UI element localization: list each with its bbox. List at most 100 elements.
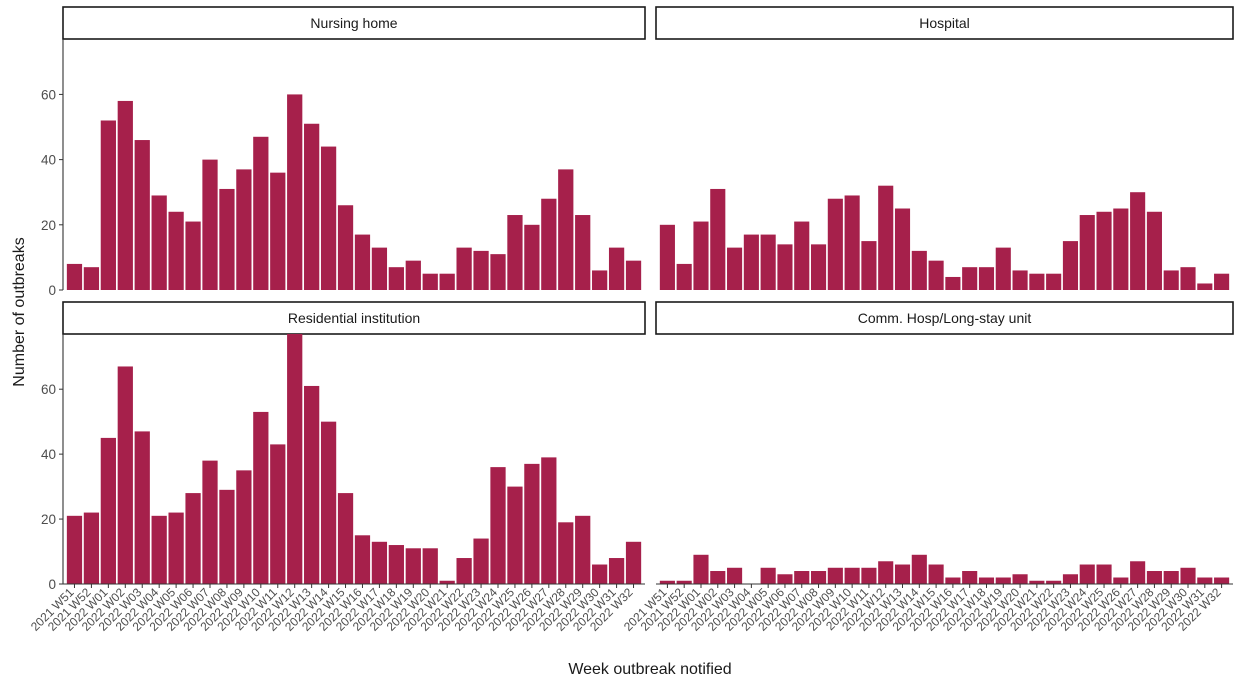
bar-2022-w07 [794,221,810,290]
strip-label-comm-hosp-long-stay-unit: Comm. Hosp/Long-stay unit [858,310,1032,326]
x-axis-title: Week outbreak notified [568,661,731,678]
bar-2022-w30 [1180,567,1196,584]
bar-2022-w20 [422,273,438,290]
bar-2022-w24 [1079,215,1095,290]
strip-nursing-home [62,6,646,40]
bar-2022-w13 [304,385,320,584]
bar-2022-w30 [1180,267,1196,290]
bar-2022-w13 [894,564,911,584]
bar-2022-w27 [1130,561,1146,584]
strip-comm-hosp-long-stay-unit [655,301,1234,335]
bar-2022-w08 [810,571,827,584]
bar-2022-w17 [371,541,388,584]
bar-2022-w20 [1012,270,1028,290]
bar-2022-w07 [794,571,810,584]
bar-2021-w51 [66,515,83,584]
bar-2022-w23 [1062,574,1079,584]
bar-2022-w29 [575,215,591,290]
bar-2022-w15 [337,493,354,584]
bar-2022-w14 [320,421,337,584]
bar-2022-w03 [727,247,743,290]
bar-2022-w27 [541,457,557,584]
bar-2022-w18 [978,267,995,290]
bar-2022-w15 [928,260,944,290]
bar-2022-w05 [168,211,184,290]
bar-2022-w04 [743,234,759,290]
bar-2022-w32 [625,260,642,290]
bar-2022-w12 [878,185,894,290]
panel-comm-hosp-long-stay-unit: Comm. Hosp/Long-stay unit [655,301,1234,584]
bar-2022-w14 [320,146,337,290]
bar-2022-w15 [928,564,944,584]
bar-2022-w10 [253,136,269,290]
bar-2022-w19 [995,577,1011,584]
bar-2022-w28 [558,169,574,290]
bar-2022-w02 [710,188,726,290]
bar-2022-w19 [995,247,1011,290]
bar-2022-w31 [608,558,625,584]
bar-2022-w30 [592,270,608,290]
bar-2022-w06 [185,493,201,584]
bar-2022-w32 [1214,577,1230,584]
bar-2022-w26 [524,224,540,290]
bar-2022-w25 [507,215,523,290]
bar-2022-w09 [236,169,252,290]
bar-2022-w03 [727,567,743,584]
bar-2022-w24 [490,254,506,290]
bar-2022-w27 [1130,192,1146,290]
y-tick-label: 0 [48,283,56,298]
bar-2021-w52 [676,580,692,584]
bar-2022-w12 [287,334,303,584]
bar-2022-w02 [117,366,133,584]
bar-2022-w01 [693,554,709,584]
bar-2022-w23 [1062,241,1079,290]
bar-2022-w29 [1163,270,1179,290]
bar-2022-w05 [760,234,776,290]
y-tick-label: 0 [48,577,56,592]
bars-comm-hosp-long-stay-unit [659,554,1230,584]
bar-2022-w25 [507,486,523,584]
bar-2022-w09 [827,198,843,290]
bar-2022-w17 [371,247,388,290]
bar-2022-w21 [1029,273,1045,290]
bar-2022-w09 [827,567,843,584]
bar-2021-w51 [659,224,675,290]
strip-label-residential-institution: Residential institution [288,310,420,326]
bar-2022-w03 [134,140,150,290]
bar-2022-w26 [524,463,540,584]
bar-2022-w06 [777,574,793,584]
bar-2021-w51 [659,580,675,584]
bar-2022-w21 [439,580,455,584]
bar-2022-w02 [117,100,133,290]
bar-2022-w10 [844,195,860,290]
bar-2022-w22 [1046,273,1062,290]
bar-2022-w32 [1214,273,1230,290]
bar-2022-w14 [911,554,927,584]
panel-residential-institution: Residential institution [62,301,646,584]
bar-2022-w30 [592,564,608,584]
bar-2022-w04 [151,195,167,290]
bar-2022-w20 [422,548,438,584]
strip-label-hospital: Hospital [919,15,970,31]
bar-2022-w11 [861,241,877,290]
bar-2022-w06 [777,244,793,290]
bar-2022-w21 [1029,580,1045,584]
bar-2022-w10 [253,411,269,584]
bar-2022-w19 [405,260,421,290]
bar-2022-w01 [100,437,116,584]
bar-2022-w11 [861,567,877,584]
panel-nursing-home: Nursing home [62,6,646,291]
bar-2022-w08 [810,244,827,290]
bar-2022-w09 [236,470,252,584]
y-tick-label: 60 [41,87,56,102]
bar-2022-w28 [1146,571,1162,584]
bar-2022-w01 [100,120,116,291]
bar-2022-w12 [878,561,894,584]
bar-2022-w16 [945,577,961,584]
bar-2022-w18 [388,267,404,290]
bar-2022-w17 [962,267,978,290]
bar-2022-w31 [1197,283,1213,290]
y-axis-bottom: 0 20 40 60 [41,334,64,592]
